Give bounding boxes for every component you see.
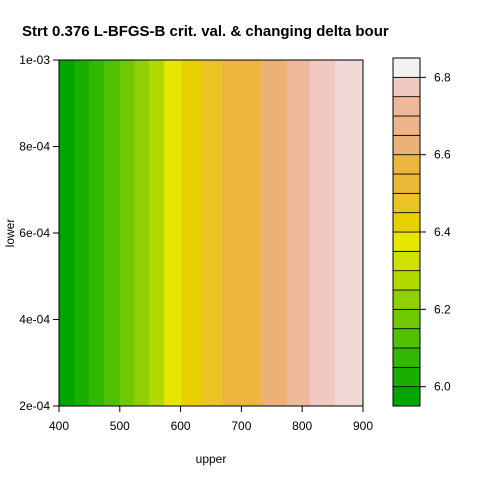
y-tick-label: 4e-04 (19, 313, 50, 327)
heatmap-band (59, 60, 75, 406)
legend-tick-label: 6.4 (434, 225, 451, 239)
heatmap-band (74, 60, 90, 406)
legend-tick-label: 6.0 (434, 380, 451, 394)
y-axis: 2e-04 4e-04 6e-04 8e-04 1e-03 (19, 53, 59, 413)
heatmap-band (164, 60, 182, 406)
legend-swatch (392, 57, 421, 78)
legend-swatch (392, 289, 421, 310)
color-legend: 6.0 6.2 6.4 6.6 6.8 (392, 57, 451, 407)
legend-swatch (392, 328, 421, 349)
x-tick-label: 900 (353, 419, 373, 433)
legend-swatch (392, 134, 421, 156)
x-tick-label: 800 (292, 419, 312, 433)
legend-swatch (392, 231, 421, 252)
legend-swatch (392, 250, 421, 272)
heatmap-band (103, 60, 121, 406)
heatmap-band (309, 60, 336, 406)
x-tick-label: 700 (231, 419, 251, 433)
heatmap-band (148, 60, 165, 406)
legend-swatch (392, 212, 421, 233)
legend-swatch (392, 96, 421, 117)
legend-tick-label: 6.2 (434, 302, 451, 316)
heatmap-band (335, 60, 364, 406)
heatmap-band (181, 60, 203, 406)
heatmap-band (201, 60, 223, 406)
legend-swatch (392, 308, 421, 330)
legend-swatch (392, 386, 421, 407)
chart-title: Strt 0.376 L-BFGS-B crit. val. & changin… (22, 23, 389, 40)
heatmap-bands (59, 60, 364, 406)
legend-tick-label: 6.8 (434, 70, 451, 84)
y-tick-label: 6e-04 (19, 226, 50, 240)
x-tick-label: 400 (49, 419, 69, 433)
legend-swatch (392, 347, 421, 368)
x-tick-label: 500 (110, 419, 130, 433)
y-axis-title: lower (3, 219, 17, 248)
heatmap-band (221, 60, 263, 406)
legend-swatch (392, 154, 421, 175)
x-axis-title: upper (196, 452, 227, 466)
heatmap-band (88, 60, 105, 406)
legend-swatch (392, 366, 421, 388)
legend-swatch (392, 173, 421, 194)
y-tick-label: 2e-04 (19, 399, 50, 413)
heatmap-band (287, 60, 311, 406)
heatmap-band (134, 60, 150, 406)
heatmap-band (119, 60, 135, 406)
y-tick-label: 1e-03 (19, 53, 50, 67)
legend-tick-label: 6.6 (434, 148, 451, 162)
legend-swatch (392, 192, 421, 214)
x-axis: 400 500 600 700 800 900 (49, 405, 373, 433)
x-tick-label: 600 (171, 419, 191, 433)
legend-swatch (392, 270, 421, 291)
heatmap-band (261, 60, 288, 406)
legend-swatch (392, 115, 421, 136)
y-tick-label: 8e-04 (19, 140, 50, 154)
legend-swatch (392, 76, 421, 98)
